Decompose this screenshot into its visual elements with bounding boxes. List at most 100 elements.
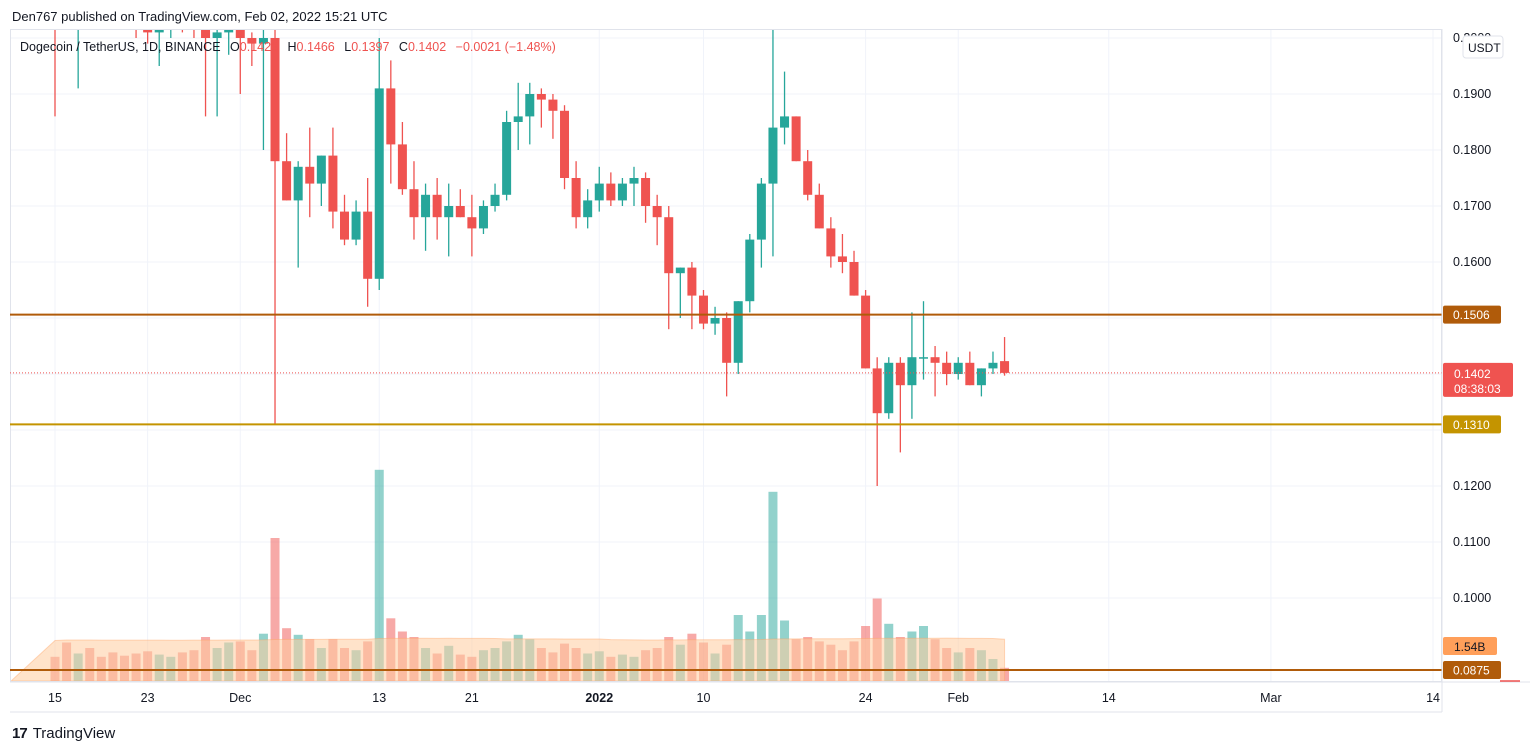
volume-ma-area <box>11 637 1006 681</box>
candle-body <box>617 183 627 201</box>
tradingview-footer[interactable]: 17 TradingView <box>12 725 115 742</box>
support-line-tag <box>1443 415 1501 434</box>
candle-body <box>976 368 986 386</box>
open-value: 0.1423 <box>239 40 279 54</box>
candle-body <box>953 362 963 374</box>
symbol-title[interactable]: Dogecoin / TetherUS, 1D, BINANCE <box>20 40 221 54</box>
time-tick-label: Dec <box>229 691 251 705</box>
candle-body <box>907 357 917 386</box>
candle-body <box>467 217 477 229</box>
candle-body <box>919 357 928 359</box>
ohlc-legend: Dogecoin / TetherUS, 1D, BINANCE O0.1423… <box>20 40 556 54</box>
last-price-label: 0.1402 <box>1454 367 1491 381</box>
last-price-tag <box>1443 362 1513 397</box>
candle-body <box>965 362 975 386</box>
candle-body <box>675 267 685 274</box>
candle-body <box>143 30 153 33</box>
candle-body <box>698 295 708 324</box>
resistance-line-tag <box>1443 305 1501 324</box>
candle-body <box>884 362 894 414</box>
price-tick-label: 0.1600 <box>1453 255 1491 269</box>
candle-body <box>397 144 407 190</box>
volume-bar <box>374 469 384 681</box>
candle-body <box>258 38 268 44</box>
candle-body <box>154 30 164 33</box>
candle-body <box>629 178 639 184</box>
price-tick-label: 0.1100 <box>1453 535 1490 549</box>
candle-body <box>201 30 211 38</box>
time-tick-label: Mar <box>1260 691 1282 705</box>
candle-body <box>606 183 616 201</box>
candle-body <box>536 94 546 100</box>
candle-body <box>560 110 570 178</box>
volume-bar <box>270 538 280 681</box>
candle-body <box>455 206 465 218</box>
candle-body <box>166 0 175 16</box>
plot-area <box>11 0 1441 681</box>
candle-body <box>594 183 604 201</box>
high-label: H <box>287 40 297 54</box>
candle-body <box>247 38 257 44</box>
candle-body <box>548 99 558 111</box>
volume-bar <box>768 491 778 681</box>
candle-body <box>444 206 454 218</box>
candle-body <box>490 194 500 206</box>
candle-body <box>293 166 303 201</box>
countdown-label: 08:38:03 <box>1454 382 1501 396</box>
candle-body <box>895 362 905 386</box>
candle-body <box>525 94 535 117</box>
tradingview-logo-icon: 17 <box>12 725 28 742</box>
price-tick-label: 0.1700 <box>1453 199 1491 213</box>
candle-body <box>756 183 766 240</box>
candle-body <box>235 30 245 38</box>
candle-body <box>988 362 998 369</box>
change-value: −0.0021 (−1.48%) <box>455 40 556 54</box>
candle-body <box>930 357 940 363</box>
candle-body <box>409 189 419 218</box>
candle-body <box>374 88 384 279</box>
time-tick-label: 15 <box>48 691 62 705</box>
resistance-line-label: 0.1506 <box>1453 308 1490 322</box>
candle-body <box>722 318 732 363</box>
candle-body <box>328 155 338 212</box>
tradingview-brand: TradingView <box>32 725 116 742</box>
low-value: 0.1397 <box>351 40 390 54</box>
lower-line-tag <box>1443 661 1501 679</box>
time-tick-label: 13 <box>372 691 386 705</box>
candle-body <box>826 228 836 257</box>
candle-body <box>571 178 581 218</box>
time-tick-label: 21 <box>465 691 479 705</box>
candle-body <box>664 217 674 274</box>
volume-label: 1.54B <box>1454 640 1485 654</box>
volume-tag <box>1443 637 1497 655</box>
lower-line-label: 0.0875 <box>1453 664 1490 678</box>
candle-body <box>212 32 222 38</box>
candle-body <box>733 301 743 363</box>
candle-body <box>189 10 198 21</box>
currency-button <box>1462 35 1504 59</box>
high-value: 0.1466 <box>296 40 335 54</box>
candle-body <box>849 262 859 296</box>
candle-body <box>942 362 952 374</box>
candle-body <box>351 211 361 240</box>
open-label: O <box>230 40 240 54</box>
time-tick-label: 14 <box>1426 691 1440 705</box>
candle-body <box>583 200 593 218</box>
close-label: C <box>398 40 408 54</box>
candle-body <box>270 38 280 162</box>
price-tick-label: 0.1200 <box>1453 479 1491 493</box>
candle-body <box>363 211 373 279</box>
candle-body <box>768 127 778 184</box>
candle-body <box>1000 361 1010 373</box>
candle-body <box>224 30 234 33</box>
candle-body <box>641 178 651 206</box>
price-tick-label: 0.1900 <box>1453 87 1491 101</box>
candle-body <box>513 116 523 122</box>
candle-body <box>502 122 512 195</box>
candle-body <box>340 211 349 240</box>
time-tick-label: 23 <box>141 691 155 705</box>
candle-body <box>178 0 187 10</box>
price-tick-label: 0.1000 <box>1453 591 1491 605</box>
candle-body <box>803 161 813 195</box>
